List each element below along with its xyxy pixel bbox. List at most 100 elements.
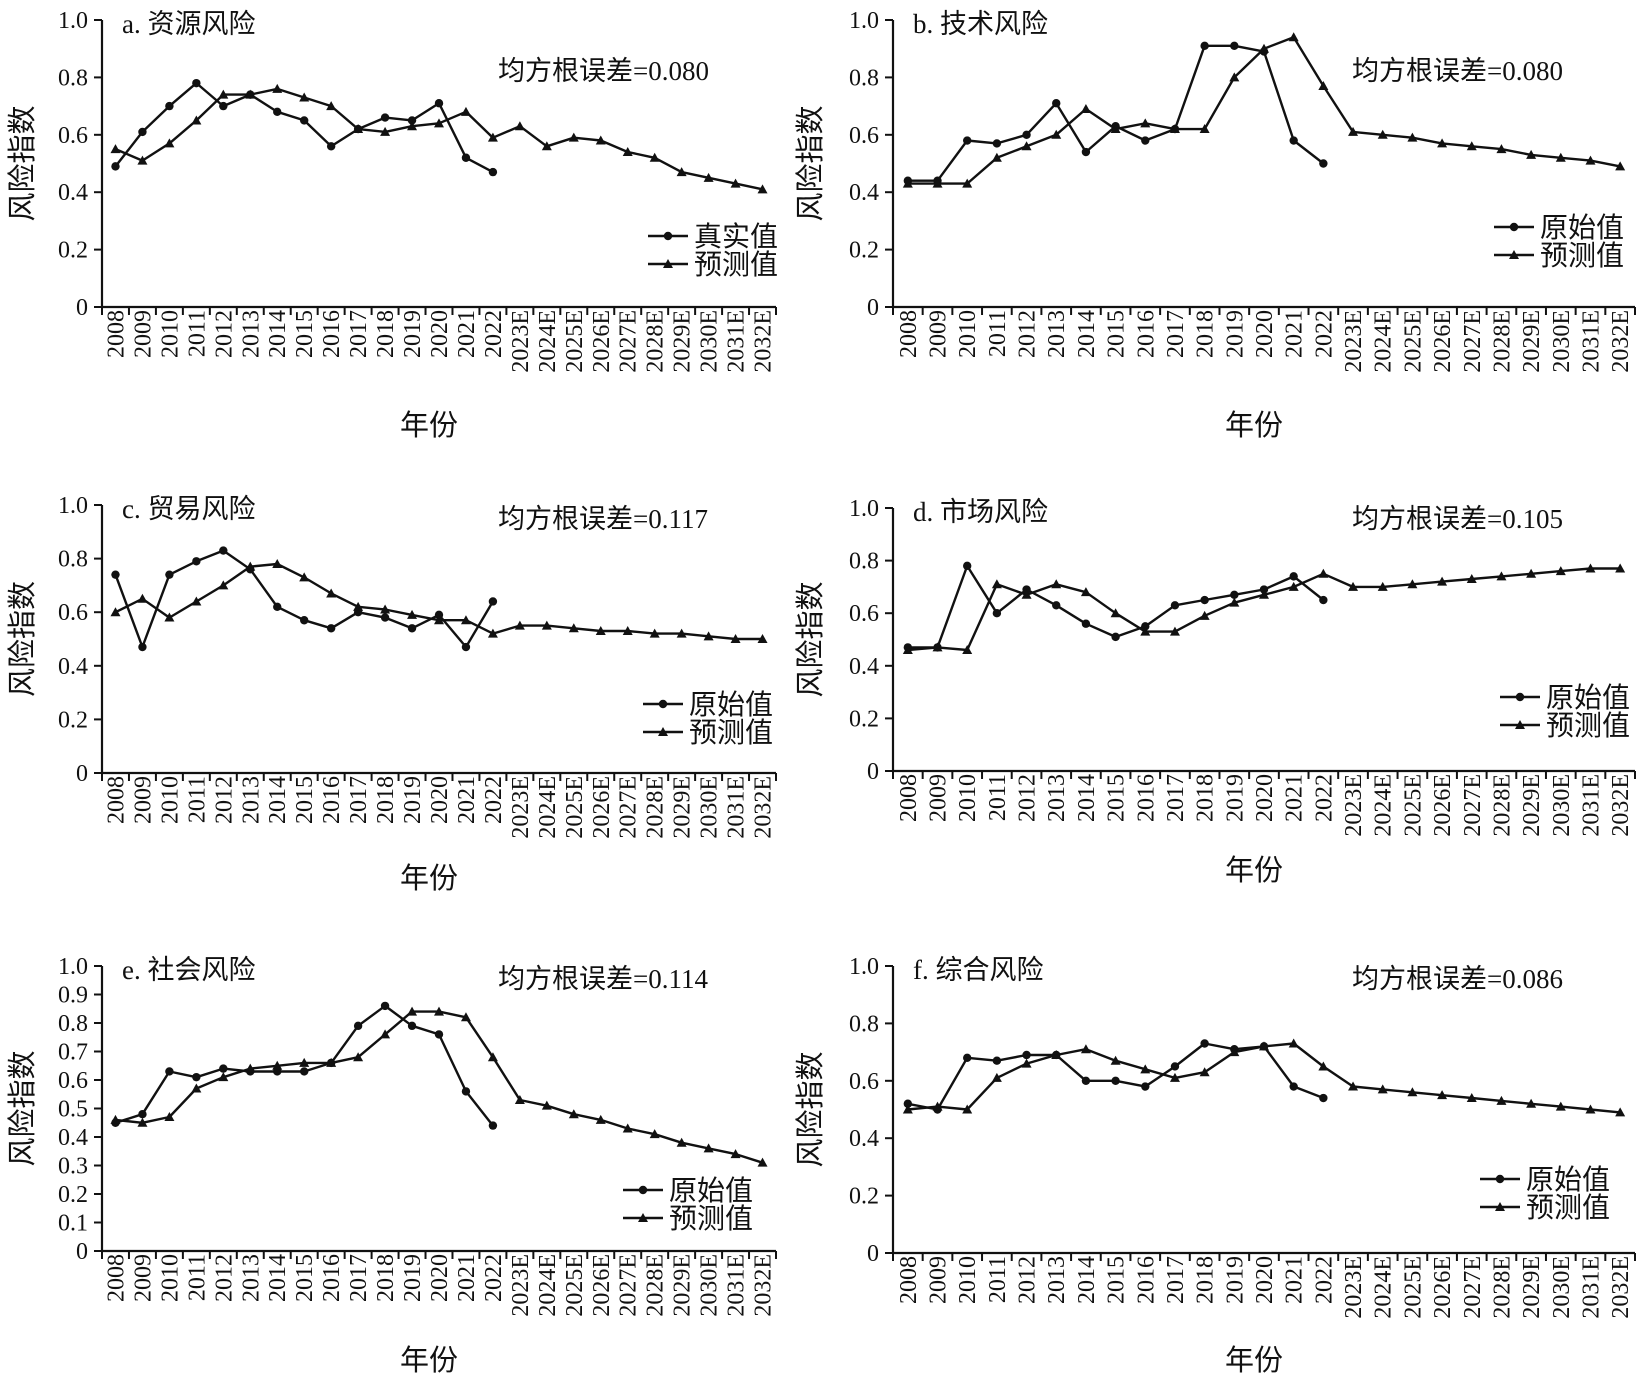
x-tick-label: 2015 [292,776,318,824]
x-tick-label: 2024E [535,1254,561,1317]
y-tick-label: 0.1 [58,1211,88,1237]
data-point-circle [488,597,498,606]
data-point-triangle [191,115,202,125]
y-tick-label: 0.2 [849,1184,879,1210]
x-tick-label: 2024E [535,310,561,373]
data-point-triangle [218,580,229,590]
data-point-triangle [757,634,768,643]
data-point-triangle [649,152,660,162]
data-point-triangle [164,138,175,148]
legend-entry: 真实值 [648,221,778,253]
x-tick-label: 2032E [751,776,777,839]
data-point-triangle [1526,1098,1537,1108]
x-tick-label: 2022 [1311,310,1337,358]
x-tick-label: 2025E [1400,1256,1426,1319]
data-point-triangle [1348,126,1359,136]
x-tick-label: 2009 [130,776,156,824]
data-point-triangle [326,1057,337,1067]
data-point-circle [380,613,390,622]
data-point-triangle [1496,144,1507,154]
data-point-triangle [595,625,606,635]
legend-label: 预测值 [1546,710,1630,742]
x-tick-label: 2013 [1044,774,1070,822]
data-point-triangle [595,1114,606,1124]
data-point-circle [300,616,309,625]
data-point-triangle [272,558,283,568]
data-point-circle [273,107,282,117]
x-tick-label: 2029E [1519,310,1545,373]
data-point-circle [963,136,972,145]
data-point-circle [461,1087,471,1096]
data-point-triangle [164,612,175,622]
legend-marker-circle [1515,692,1525,702]
data-point-circle [1022,585,1031,594]
data-point-triangle [460,106,471,116]
x-tick-label: 2019 [400,1254,426,1302]
x-axis-title: 年份 [400,409,458,442]
data-point-triangle [1555,566,1566,576]
legend-marker-triangle [1515,720,1525,729]
y-tick-label: 0.4 [58,654,88,680]
x-tick-label: 2017 [346,776,372,824]
x-tick-label: 2011 [985,310,1011,357]
x-tick-label: 2025E [1400,774,1426,837]
x-tick-label: 2028E [1489,1256,1515,1319]
data-point-triangle [703,172,714,182]
data-point-circle [903,1099,913,1108]
x-tick-label: 2027E [616,1254,642,1317]
chart-panel-1: 0 0.2 0.4 0.6 0.8 1.0 2008 2009 2010 2011 2012 2013… [6,8,778,442]
data-point-triangle [1199,1067,1210,1077]
y-axis-title: 风险指数 [6,581,39,697]
data-point-circle [434,99,444,108]
data-point-triangle [962,645,973,655]
x-tick-label: 2020 [1252,1256,1278,1304]
data-point-triangle [1437,576,1448,586]
legend-marker-triangle [1509,250,1519,259]
series-line-predicted [907,567,1621,652]
x-tick-label: 2030E [697,310,723,373]
y-tick-label: 0.3 [58,1154,88,1180]
data-point-triangle [137,1117,148,1127]
data-point-triangle [757,1157,768,1167]
x-tick-label: 2009 [926,774,952,822]
x-tick-label: 2016 [319,1254,345,1302]
y-tick-label: 1.0 [849,8,879,34]
y-tick-label: 0.2 [849,238,879,264]
data-point-circle [1289,1082,1298,1091]
data-point-triangle [1169,124,1180,134]
data-point-circle [192,78,201,88]
data-point-triangle [353,1052,364,1062]
legend-label: 真实值 [694,221,778,253]
x-tick-label: 2020 [1252,310,1278,358]
x-tick-label: 2016 [319,310,345,358]
x-tick-label: 2030E [697,776,723,839]
data-point-triangle [991,579,1002,589]
x-tick-label: 2011 [184,310,210,357]
data-point-triangle [541,1100,552,1110]
legend-label: 预测值 [694,249,778,281]
x-tick-label: 2015 [292,310,318,358]
x-tick-label: 2014 [265,776,291,824]
x-tick-label: 2013 [238,776,264,824]
x-tick-label: 2029E [1519,774,1545,837]
y-tick-label: 1.0 [58,954,88,980]
data-point-circle [461,153,471,162]
x-tick-label: 2020 [1252,774,1278,822]
y-tick-label: 0.5 [58,1097,88,1123]
rmse-annotation: 均方根误差=0.080 [498,56,709,86]
panel-title: a. 资源风险 [122,9,255,39]
data-point-triangle [622,1123,633,1133]
y-tick-label: 0.4 [849,1126,879,1152]
y-tick-label: 0.8 [849,65,879,91]
data-point-circle [461,642,471,652]
x-tick-label: 2026E [1430,310,1456,373]
x-tick-label: 2024E [1371,1256,1397,1319]
series-line-actual [907,44,1325,182]
data-point-triangle [487,132,498,142]
x-tick-label: 2008 [896,1256,922,1304]
data-point-triangle [649,628,660,638]
data-point-circle [1052,99,1061,108]
data-point-triangle [1407,1087,1418,1097]
data-point-circle [963,1053,972,1063]
x-tick-label: 2012 [1015,310,1041,358]
